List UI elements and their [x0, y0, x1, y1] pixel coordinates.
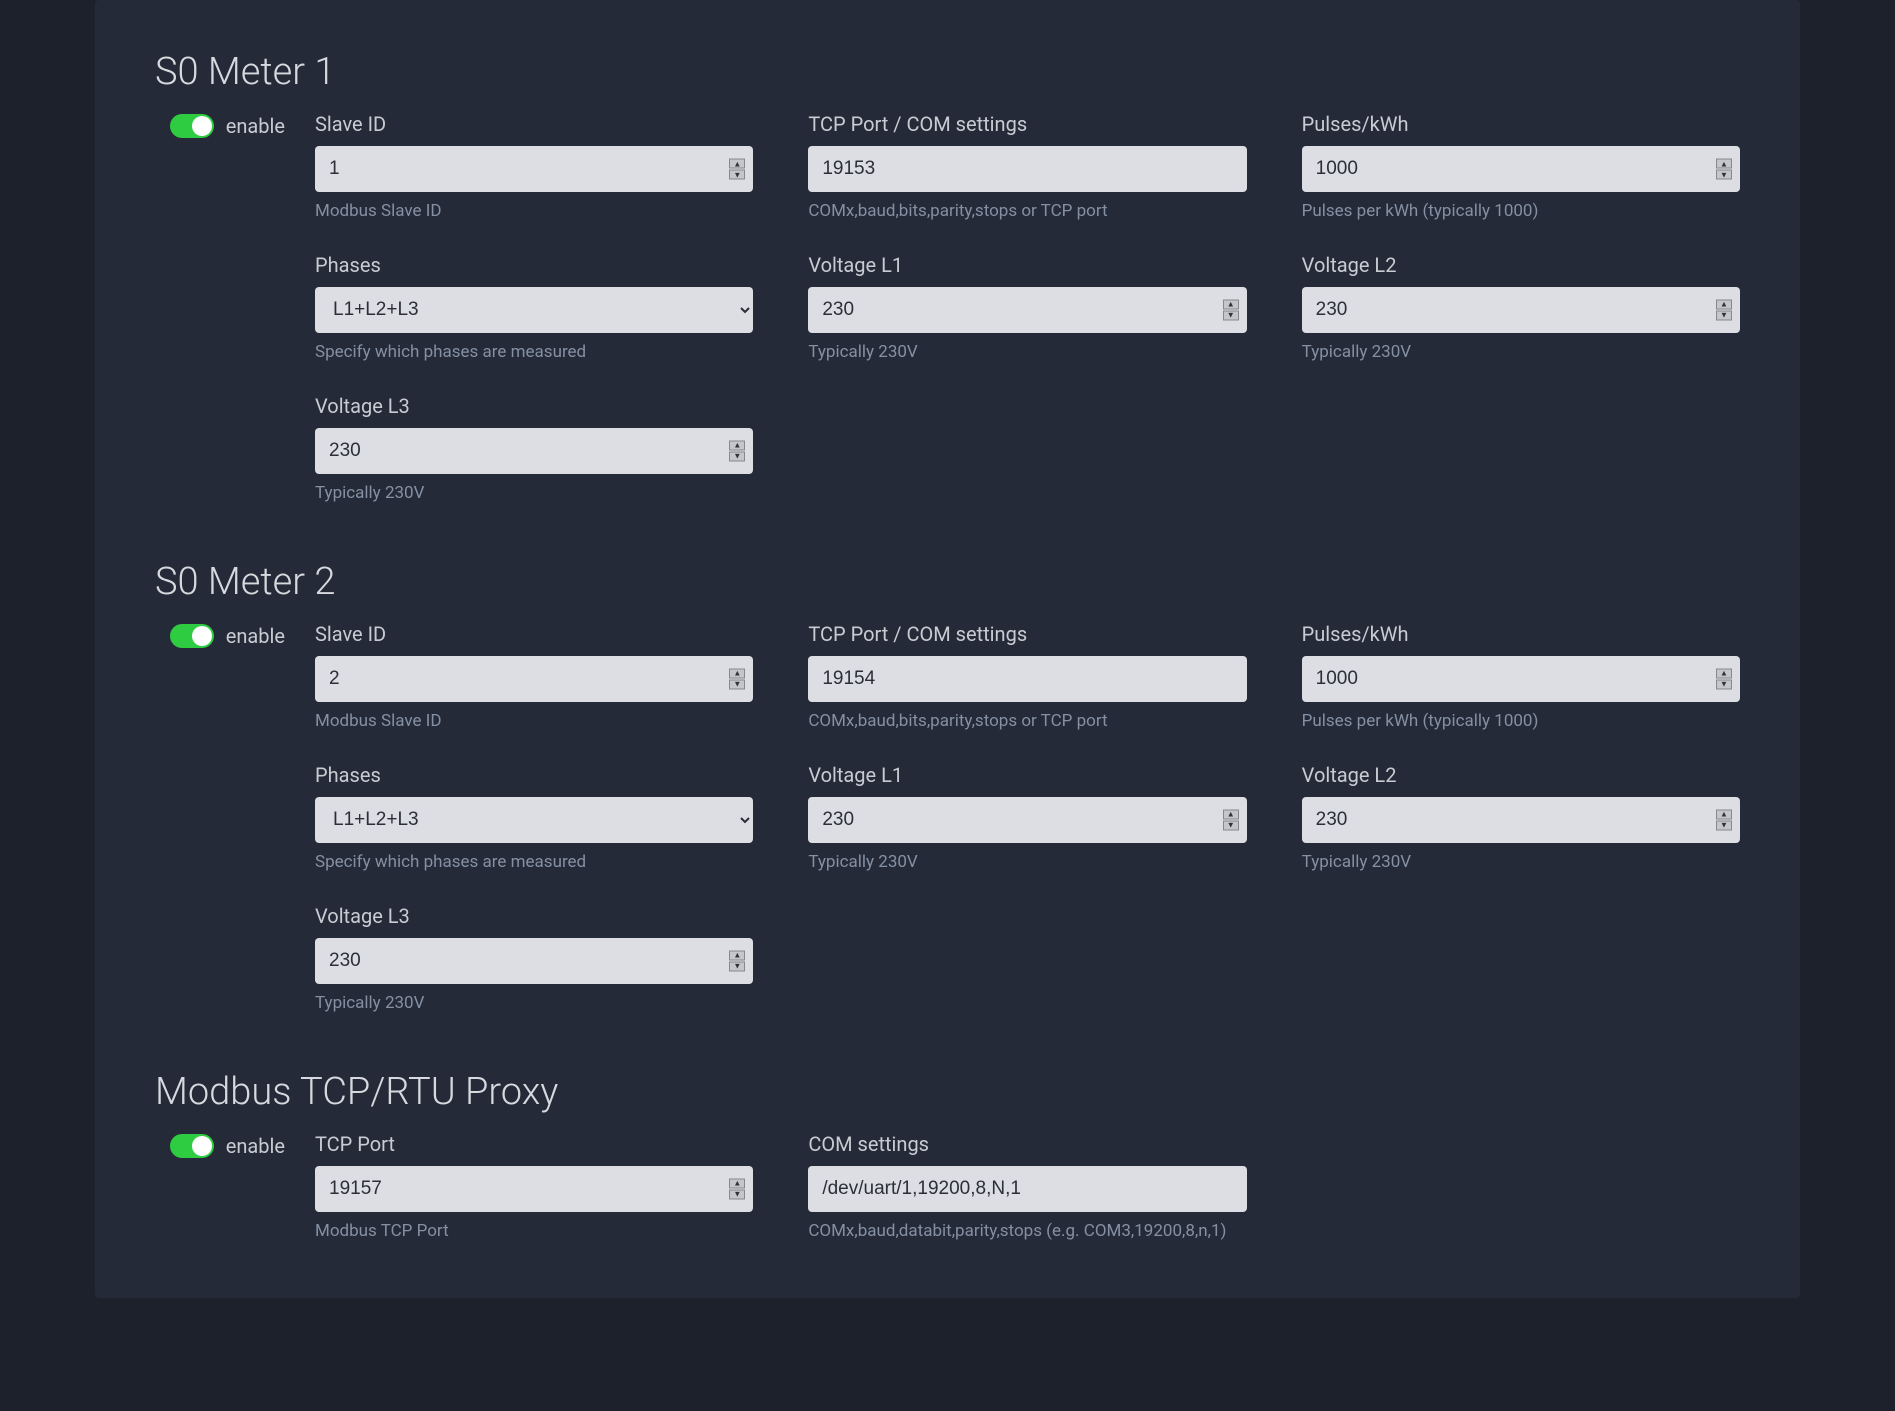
field-label: COM settings [808, 1132, 1246, 1156]
field-label: Voltage L3 [315, 394, 753, 418]
field-help: Typically 230V [1302, 851, 1740, 874]
field-voltage-l2: Voltage L2 ▲▼ Typically 230V [1302, 763, 1740, 874]
phases-select[interactable]: L1+L2+L3 [315, 797, 753, 843]
enable-toggle[interactable] [170, 1134, 214, 1158]
field-help: Modbus Slave ID [315, 710, 753, 733]
tcp-com-input[interactable] [808, 146, 1246, 192]
section-title: S0 Meter 1 [155, 50, 1740, 94]
section-s0-meter-2: S0 Meter 2 enable Slave ID ▲▼ Modbus Sla… [155, 560, 1740, 1015]
voltage-l3-input[interactable] [315, 428, 753, 474]
slave-id-input[interactable] [315, 146, 753, 192]
enable-toggle[interactable] [170, 624, 214, 648]
voltage-l1-input[interactable] [808, 287, 1246, 333]
field-label: Slave ID [315, 622, 753, 646]
field-help: Specify which phases are measured [315, 851, 753, 874]
field-voltage-l2: Voltage L2 ▲▼ Typically 230V [1302, 253, 1740, 364]
enable-label: enable [226, 624, 285, 648]
field-com-settings: COM settings COMx,baud,databit,parity,st… [808, 1132, 1246, 1243]
config-panel: S0 Meter 1 enable Slave ID ▲▼ Modbus Sla… [95, 0, 1800, 1298]
field-phases: Phases L1+L2+L3 Specify which phases are… [315, 253, 753, 364]
voltage-l2-input[interactable] [1302, 797, 1740, 843]
field-pulses: Pulses/kWh ▲▼ Pulses per kWh (typically … [1302, 622, 1740, 733]
com-settings-input[interactable] [808, 1166, 1246, 1212]
enable-toggle[interactable] [170, 114, 214, 138]
field-tcp-com: TCP Port / COM settings COMx,baud,bits,p… [808, 622, 1246, 733]
field-slave-id: Slave ID ▲▼ Modbus Slave ID [315, 622, 753, 733]
field-voltage-l3: Voltage L3 ▲▼ Typically 230V [315, 904, 753, 1015]
field-help: COMx,baud,bits,parity,stops or TCP port [808, 710, 1246, 733]
field-label: Voltage L1 [808, 763, 1246, 787]
field-tcp-com: TCP Port / COM settings COMx,baud,bits,p… [808, 112, 1246, 223]
enable-label: enable [226, 1134, 285, 1158]
field-help: Typically 230V [808, 341, 1246, 364]
field-label: TCP Port [315, 1132, 753, 1156]
section-s0-meter-1: S0 Meter 1 enable Slave ID ▲▼ Modbus Sla… [155, 50, 1740, 505]
field-help: Typically 230V [1302, 341, 1740, 364]
phases-select[interactable]: L1+L2+L3 [315, 287, 753, 333]
pulses-input[interactable] [1302, 146, 1740, 192]
field-label: Voltage L3 [315, 904, 753, 928]
field-help: Pulses per kWh (typically 1000) [1302, 200, 1740, 223]
field-label: TCP Port / COM settings [808, 622, 1246, 646]
section-title: S0 Meter 2 [155, 560, 1740, 604]
field-label: Voltage L1 [808, 253, 1246, 277]
field-label: Voltage L2 [1302, 763, 1740, 787]
field-label: Phases [315, 253, 753, 277]
field-help: Typically 230V [808, 851, 1246, 874]
section-modbus-proxy: Modbus TCP/RTU Proxy enable TCP Port ▲▼ … [155, 1070, 1740, 1243]
field-voltage-l1: Voltage L1 ▲▼ Typically 230V [808, 763, 1246, 874]
voltage-l3-input[interactable] [315, 938, 753, 984]
enable-label: enable [226, 114, 285, 138]
field-help: Modbus Slave ID [315, 200, 753, 223]
field-tcp-port: TCP Port ▲▼ Modbus TCP Port [315, 1132, 753, 1243]
field-help: COMx,baud,databit,parity,stops (e.g. COM… [808, 1220, 1246, 1243]
field-label: Phases [315, 763, 753, 787]
pulses-input[interactable] [1302, 656, 1740, 702]
tcp-port-input[interactable] [315, 1166, 753, 1212]
field-voltage-l1: Voltage L1 ▲▼ Typically 230V [808, 253, 1246, 364]
field-help: Specify which phases are measured [315, 341, 753, 364]
field-slave-id: Slave ID ▲▼ Modbus Slave ID [315, 112, 753, 223]
field-help: Pulses per kWh (typically 1000) [1302, 710, 1740, 733]
field-label: Slave ID [315, 112, 753, 136]
tcp-com-input[interactable] [808, 656, 1246, 702]
field-help: Modbus TCP Port [315, 1220, 753, 1243]
field-pulses: Pulses/kWh ▲▼ Pulses per kWh (typically … [1302, 112, 1740, 223]
field-label: Pulses/kWh [1302, 622, 1740, 646]
slave-id-input[interactable] [315, 656, 753, 702]
voltage-l1-input[interactable] [808, 797, 1246, 843]
field-help: COMx,baud,bits,parity,stops or TCP port [808, 200, 1246, 223]
field-label: Voltage L2 [1302, 253, 1740, 277]
section-title: Modbus TCP/RTU Proxy [155, 1070, 1740, 1114]
field-help: Typically 230V [315, 992, 753, 1015]
field-label: TCP Port / COM settings [808, 112, 1246, 136]
field-help: Typically 230V [315, 482, 753, 505]
field-label: Pulses/kWh [1302, 112, 1740, 136]
voltage-l2-input[interactable] [1302, 287, 1740, 333]
field-voltage-l3: Voltage L3 ▲▼ Typically 230V [315, 394, 753, 505]
field-phases: Phases L1+L2+L3 Specify which phases are… [315, 763, 753, 874]
